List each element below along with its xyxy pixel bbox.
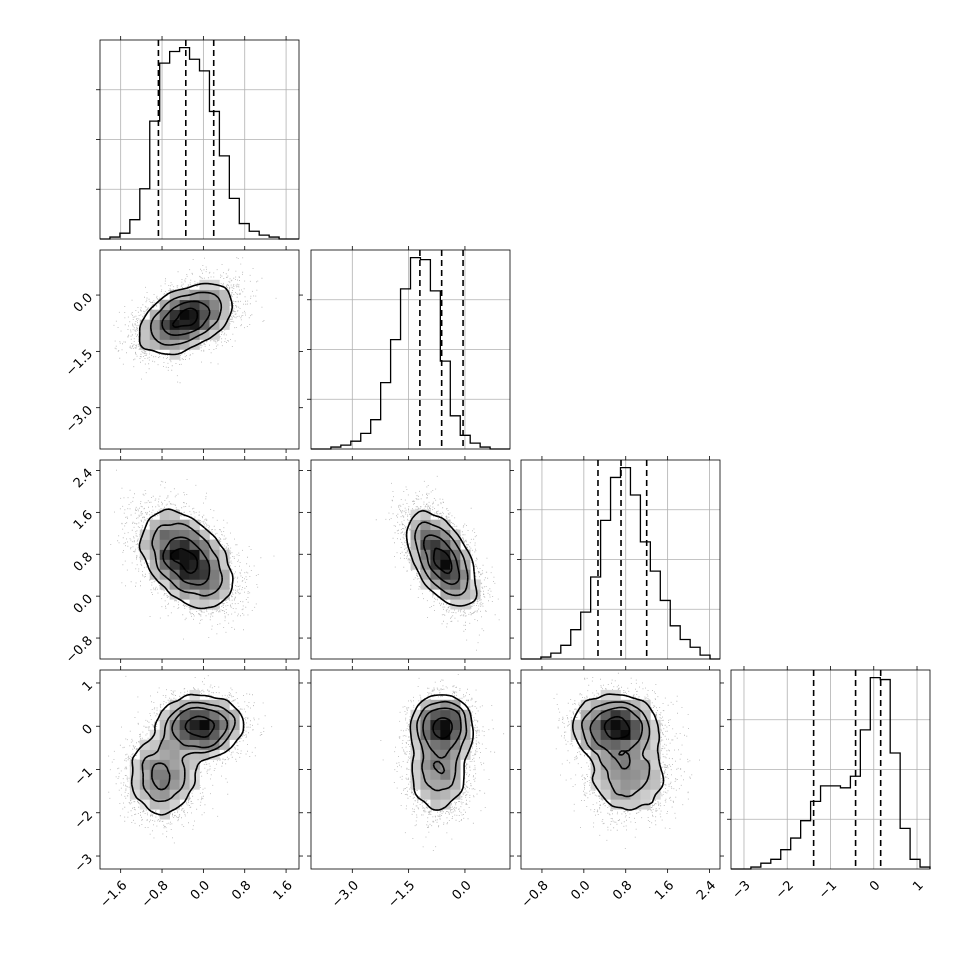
contour-level-3 (405, 509, 478, 607)
contour-level-1 (162, 536, 211, 586)
histogram-panel-2 (517, 456, 721, 660)
x-tick-label: −0.8 (519, 878, 552, 911)
scatter-panel-1-3 (307, 666, 514, 873)
x-tick-label: 0.8 (610, 878, 635, 903)
x-tick-label: −3 (730, 878, 754, 902)
contour-level-2 (151, 522, 223, 597)
x-tick-label: −0.8 (139, 878, 172, 911)
contour-level-1 (589, 706, 644, 770)
contour-level-2 (141, 701, 236, 803)
panel-frame (730, 669, 931, 870)
histogram-outline (521, 467, 720, 660)
density-contours (405, 509, 478, 607)
scatter-panel-2-3 (517, 666, 724, 873)
scatter-panel-0-1 (96, 246, 303, 453)
contour-level-1 (161, 300, 211, 336)
histogram-outline (100, 47, 299, 240)
x-tick-label: 1 (910, 878, 926, 894)
histogram-outline (731, 677, 931, 870)
x-tick-label: 0 (867, 878, 883, 894)
panel-frame (99, 249, 300, 450)
contour-level-0 (171, 307, 199, 328)
grid (100, 40, 299, 239)
grid (731, 670, 930, 869)
contour-level-1 (422, 707, 462, 775)
grid (521, 460, 720, 659)
contour-level-0 (432, 717, 453, 740)
density-shading (570, 689, 661, 810)
x-tick-label: −1.6 (97, 878, 130, 911)
histogram-outline (311, 257, 510, 450)
x-tick-label: 0.0 (188, 878, 213, 903)
panel-frame (310, 459, 511, 660)
scatter-panel-1-2 (307, 456, 514, 663)
contour-level-1 (151, 706, 229, 791)
panel-frame (99, 669, 300, 870)
contour-level-0 (432, 547, 453, 575)
histogram-panel-1 (307, 246, 511, 450)
x-tick-label: −1 (816, 878, 840, 902)
density-contours (138, 508, 234, 610)
y-tick-label: 0.0 (71, 592, 96, 617)
scatter-panel-0-3 (96, 666, 303, 873)
panel-frame (520, 459, 721, 660)
x-tick-label: 2.4 (694, 878, 719, 903)
y-tick-label: −3.0 (63, 403, 96, 436)
contour-level-0 (169, 547, 199, 575)
x-tick-label: 0.0 (449, 878, 474, 903)
panel-frame (99, 39, 300, 240)
contour-level-0 (184, 715, 216, 738)
contour-level-2 (414, 521, 469, 597)
grid (311, 250, 510, 449)
panel-frame (310, 249, 511, 450)
y-tick-label: −3 (72, 851, 96, 875)
density-contours (572, 693, 665, 811)
density-contours (409, 694, 474, 811)
histogram-panel-3 (727, 666, 931, 870)
y-tick-label: −1 (72, 765, 96, 789)
histogram-panel-0 (96, 36, 300, 240)
x-tick-label: 1.6 (271, 878, 296, 903)
x-tick-label: 0.0 (568, 878, 593, 903)
y-tick-label: 0 (80, 722, 96, 738)
y-tick-label: 1.6 (71, 508, 96, 533)
y-tick-label: 0.0 (71, 290, 96, 315)
x-tick-label: −1.5 (385, 878, 418, 911)
scatter-panel-0-2 (96, 456, 303, 663)
contour-level-3 (130, 693, 245, 816)
x-tick-label: 0.8 (229, 878, 254, 903)
density-contours (138, 282, 233, 356)
x-tick-label: 1.6 (652, 878, 677, 903)
panel-frame (99, 459, 300, 660)
y-tick-label: −1.5 (63, 347, 96, 380)
contour-level-1 (422, 534, 461, 586)
contour-level-3 (138, 508, 234, 610)
y-tick-label: 0.8 (71, 550, 96, 575)
y-tick-label: −0.8 (63, 633, 96, 666)
contour-level-3 (572, 693, 665, 811)
density-contours (130, 693, 245, 816)
panel-frame (520, 669, 721, 870)
x-tick-label: −2 (773, 878, 797, 902)
contour-level-2 (581, 701, 651, 798)
contour-level-2 (416, 700, 468, 792)
y-tick-label: −2 (72, 808, 96, 832)
y-tick-label: 2.4 (71, 466, 96, 491)
panel-frame (310, 669, 511, 870)
x-tick-label: −3.0 (329, 878, 362, 911)
contour-level-2 (150, 291, 223, 346)
contour-level-3 (138, 282, 233, 356)
y-tick-label: 1 (80, 678, 96, 694)
contour-level-3 (409, 694, 474, 811)
contour-level-0 (603, 715, 631, 740)
